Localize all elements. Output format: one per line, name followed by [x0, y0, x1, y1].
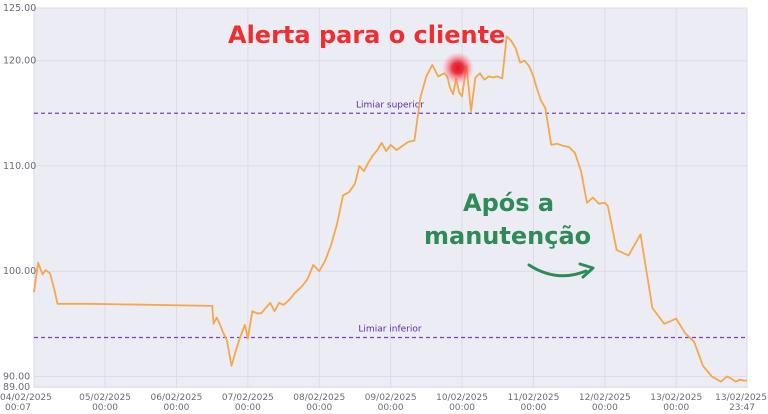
- y-tick-label: 110.00: [3, 161, 36, 172]
- x-tick-date: 13/02/2025: [650, 393, 702, 403]
- maintenance-annotation-line2: manutenção: [424, 222, 591, 250]
- y-tick-label: 90.00: [3, 371, 30, 382]
- x-tick-time: 00:00: [592, 403, 618, 413]
- x-tick-labels: 04/02/202500:0705/02/202500:0006/02/2025…: [0, 393, 767, 413]
- x-tick-date: 09/02/2025: [365, 393, 417, 403]
- x-tick-time: 00:07: [5, 403, 31, 413]
- curved-arrow-icon: [527, 262, 595, 279]
- x-tick-time: 00:00: [163, 403, 189, 413]
- x-gridlines: [33, 8, 748, 388]
- x-tick-date: 06/02/2025: [151, 393, 203, 403]
- x-tick-date: 13/02/2025: [715, 393, 767, 403]
- y-tick-label: 100.00: [3, 266, 36, 277]
- x-tick-date: 05/02/2025: [79, 393, 131, 403]
- x-tick-date: 04/02/2025: [0, 393, 52, 403]
- x-tick-time: 23:47: [729, 403, 755, 413]
- x-tick-time: 00:00: [235, 403, 261, 413]
- x-tick-time: 00:00: [378, 403, 404, 413]
- threshold-label: Limiar superior: [356, 100, 424, 110]
- threshold-lines: Limiar superior Limiar inferior: [34, 100, 747, 339]
- threshold-label: Limiar inferior: [358, 325, 421, 335]
- x-tick-date: 08/02/2025: [293, 393, 345, 403]
- x-tick-date: 07/02/2025: [222, 393, 274, 403]
- series-line: [33, 35, 747, 383]
- y-tick-label: 120.00: [3, 56, 36, 67]
- x-tick-date: 10/02/2025: [436, 393, 488, 403]
- maintenance-annotation-line1: Após a: [463, 189, 554, 217]
- y-tick-label: 89.00: [3, 382, 30, 393]
- x-tick-time: 00:00: [449, 403, 475, 413]
- x-tick-time: 00:00: [306, 403, 332, 413]
- alert-marker-icon: [442, 52, 474, 84]
- x-tick-time: 00:00: [663, 403, 689, 413]
- x-tick-date: 12/02/2025: [579, 393, 631, 403]
- x-tick-date: 11/02/2025: [508, 393, 560, 403]
- y-tick-label: 125.00: [3, 3, 36, 14]
- x-tick-time: 00:00: [92, 403, 118, 413]
- x-tick-time: 00:00: [520, 403, 546, 413]
- alert-annotation: Alerta para o cliente: [228, 21, 505, 49]
